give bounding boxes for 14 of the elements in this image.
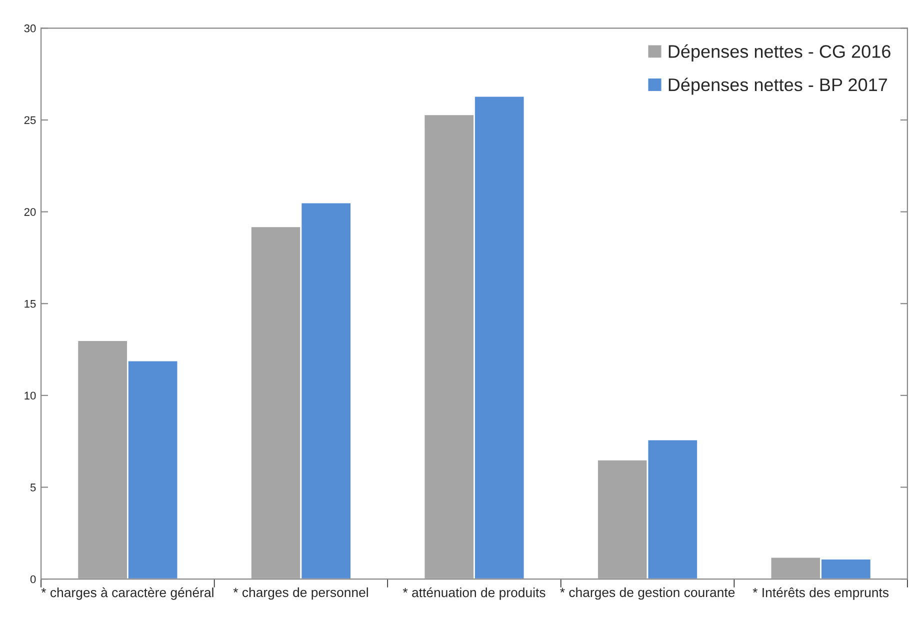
y-tick-label: 30: [24, 24, 36, 32]
x-tick-label: * charges de gestion courante: [560, 587, 735, 600]
x-tick-label: * charges à caractère général: [41, 587, 214, 600]
y-tick-label: 25: [24, 116, 36, 124]
y-tick-label: 0: [30, 575, 36, 584]
y-tick-label: 20: [24, 208, 36, 216]
y-tick-label: 15: [24, 300, 36, 308]
legend-label: Dépenses nettes - CG 2016: [668, 44, 890, 62]
x-tick-label: * Intérêts des emprunts: [752, 587, 889, 600]
y-tick-label: 5: [30, 484, 36, 492]
x-tick-label: * charges de personnel: [233, 587, 368, 600]
legend-label: Dépenses nettes - BP 2017: [668, 78, 887, 95]
y-tick-label: 10: [24, 392, 36, 400]
x-tick-label: * atténuation de produits: [402, 587, 546, 600]
